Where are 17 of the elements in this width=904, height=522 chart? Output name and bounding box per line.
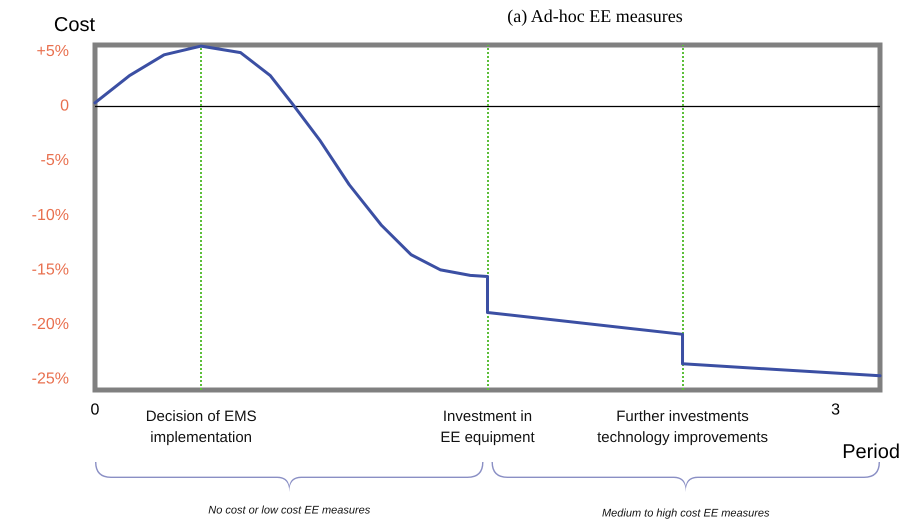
ref-line-label: Further investments technology improvements (597, 408, 768, 446)
y-tick-label: -25% (32, 370, 69, 388)
chart-title: (a) Ad-hoc EE measures (507, 6, 683, 26)
x-tick-label: 3 (831, 402, 840, 418)
text: Medium to high cost EE measures (602, 508, 770, 520)
y-tick-label: -15% (32, 261, 69, 278)
y-tick-label: 0 (60, 98, 70, 115)
ref-line-label: Decision of EMS implementation (146, 408, 257, 446)
text: No cost or low cost EE measures (208, 504, 371, 516)
y-tick-label: -20% (32, 316, 69, 333)
y-tick-label: -10% (32, 206, 69, 224)
x-axis-title: Period (842, 441, 900, 463)
line-series (94, 44, 882, 378)
y-axis-title: Cost (54, 14, 96, 36)
ref-line-label: Investment in EE equipment (440, 408, 536, 446)
y-tick-label: +5% (36, 43, 69, 60)
y-tick-label: -5% (40, 152, 69, 170)
